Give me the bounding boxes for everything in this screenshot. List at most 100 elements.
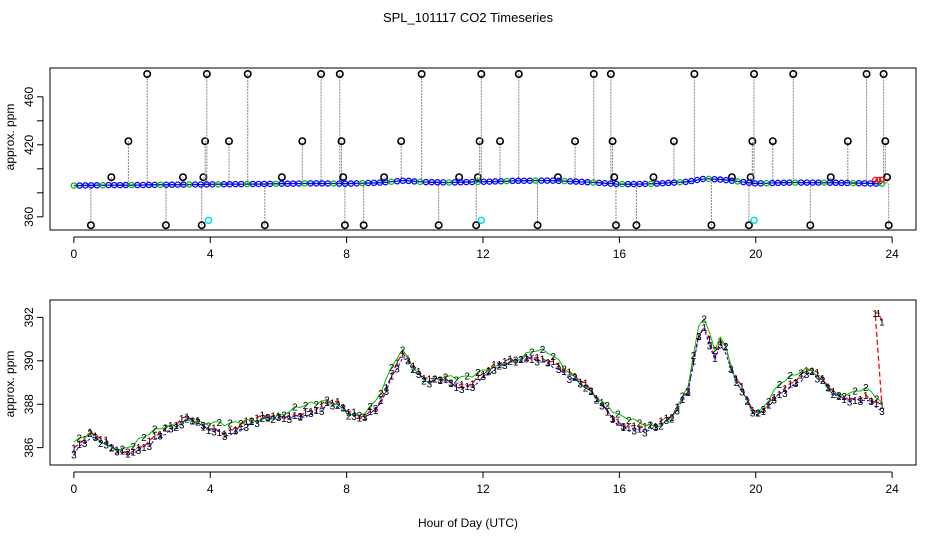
series-1-marker: 1 [335,397,341,408]
series-1-marker: 1 [168,421,174,432]
spike-point [862,70,871,79]
series-3-marker: 3 [308,409,314,420]
series-3-marker: 3 [448,378,454,389]
y-tick-label: 420 [22,134,36,154]
series-1-marker: 1 [507,355,513,366]
series-2-marker: 2 [378,389,384,400]
series-1-marker: 1 [545,358,551,369]
series-1-marker: 1 [222,430,228,441]
x-tick-label: 0 [71,247,78,261]
spike-point [359,221,368,230]
series-1-marker: 1 [788,379,794,390]
series-1-marker: 1 [518,355,524,366]
series-2-marker: 2 [669,414,675,425]
series-1-end-marker: 1 [872,309,878,320]
series-1-marker: 1 [443,375,449,386]
series-1-marker: 1 [163,423,169,434]
series-2-marker: 2 [335,401,341,412]
series-2-marker: 2 [744,397,750,408]
series-3-marker: 3 [674,406,680,417]
series-2-marker: 2 [195,417,201,428]
series-3-marker: 3 [351,412,357,423]
spike-point [789,70,798,79]
series-1-marker: 1 [750,406,756,417]
series-1-marker: 1 [502,357,508,368]
series-1-marker: 1 [260,411,266,422]
series-1-marker: 1 [529,355,535,366]
top-y-axis: 360 420 460 [22,86,44,227]
spike-point [632,221,641,230]
series-1-marker: 1 [82,435,88,446]
series-1-marker: 1 [217,428,223,439]
spike-point [884,221,893,230]
series-2-marker: 2 [141,433,147,444]
series-1-marker: 1 [858,395,864,406]
series-3-marker: 3 [276,413,282,424]
series-1-end-marker: 1 [879,318,885,329]
top-baseline-series [70,175,886,189]
top-baseline-point [682,178,689,186]
series-2-marker: 2 [410,365,416,376]
series-1-marker: 1 [448,379,454,390]
series-2-marker: 2 [540,345,546,356]
series-1-marker: 1 [389,372,395,383]
series-2-marker: 2 [464,372,470,383]
series-3-marker: 3 [739,387,745,398]
series-1-marker: 1 [583,379,589,390]
spike-point [86,221,95,230]
series-2-marker: 2 [163,423,169,434]
series-1-marker: 1 [416,367,422,378]
series-2-marker: 2 [184,414,190,425]
series-2-marker: 2 [572,373,578,384]
series-1-marker: 1 [141,443,147,454]
series-1-marker: 1 [254,414,260,425]
series-1-marker: 1 [556,361,562,372]
series-2-marker: 2 [874,395,880,406]
series-2-marker: 2 [389,363,395,374]
series-1-marker: 1 [152,432,158,443]
series-2-marker: 2 [303,401,309,412]
cyan-point [204,216,213,225]
chart-title: SPL_101117 CO2 Timeseries [383,10,554,25]
series-1-marker: 1 [270,412,276,423]
series-3-marker: 3 [287,415,293,426]
series-3-marker: 3 [771,395,777,406]
series-3-marker: 3 [567,375,573,386]
series-1-marker: 1 [847,394,853,405]
series-3-line [73,327,883,455]
series-1-marker: 1 [631,421,637,432]
bottom-y-axis: 386 388 390 392 [22,307,44,458]
series-1-marker: 1 [71,444,77,455]
spike-point [669,137,678,146]
spike-point [589,70,598,79]
series-2-marker: 2 [551,352,557,363]
series-1-marker: 1 [604,407,610,418]
spike-point [883,173,892,182]
spike-point [881,137,890,146]
series-3-marker: 3 [879,407,885,418]
spike-point [477,70,486,79]
top-series-1-end-point [875,176,882,183]
series-2-marker: 2 [777,380,783,391]
series-1-marker: 1 [685,388,691,399]
series-1-marker: 1 [200,422,206,433]
series-2-marker: 2 [152,425,158,436]
series-2-marker: 2 [658,422,664,433]
series-1-marker: 1 [551,357,557,368]
series-3-marker: 3 [125,447,131,458]
series-1-marker: 1 [373,406,379,417]
series-3-marker: 3 [470,383,476,394]
series-3-marker: 3 [858,397,864,408]
series-1-marker: 1 [782,384,788,395]
series-2-marker: 2 [594,395,600,406]
series-2-line [73,317,883,452]
series-2-marker: 2 [561,365,567,376]
spike-point [690,70,699,79]
spike-point [298,137,307,146]
series-2-marker: 2 [270,415,276,426]
series-3-marker: 3 [750,408,756,419]
series-1-marker: 1 [120,446,126,457]
series-3-marker: 3 [136,446,142,457]
series-1-marker: 1 [287,411,293,422]
spike-point [879,70,888,79]
